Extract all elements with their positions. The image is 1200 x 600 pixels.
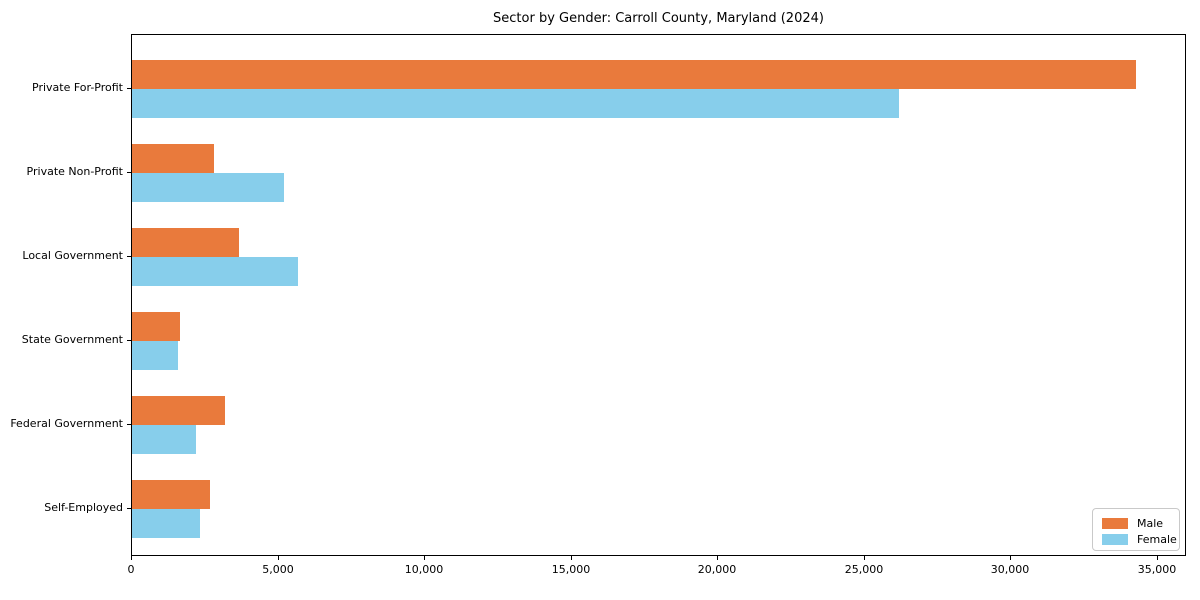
y-tick-mark (127, 172, 131, 173)
bar-male-1 (132, 144, 214, 173)
x-tick-mark (424, 556, 425, 560)
bar-female-4 (132, 425, 196, 454)
x-tick-mark (1010, 556, 1011, 560)
x-tick-mark (278, 556, 279, 560)
bar-female-2 (132, 257, 298, 286)
male-color-swatch (1102, 517, 1128, 529)
x-tick-label: 35,000 (1137, 563, 1177, 576)
x-tick-label: 10,000 (404, 563, 444, 576)
legend-label-male: Male (1137, 516, 1164, 530)
x-tick-label: 20,000 (697, 563, 737, 576)
y-tick-mark (127, 424, 131, 425)
y-tick-mark (127, 88, 131, 89)
x-tick-mark (571, 556, 572, 560)
bar-male-3 (132, 312, 180, 341)
female-color-swatch (1102, 533, 1128, 545)
y-axis-label: Private For-Profit (32, 81, 123, 94)
legend-entry-female: Female (1102, 531, 1179, 547)
x-tick-label: 30,000 (990, 563, 1030, 576)
x-tick-label: 0 (127, 563, 135, 576)
y-tick-mark (127, 508, 131, 509)
x-tick-mark (864, 556, 865, 560)
y-axis-label: State Government (21, 333, 123, 346)
bar-male-4 (132, 396, 225, 425)
legend-entry-male: Male (1102, 515, 1179, 531)
y-tick-mark (127, 340, 131, 341)
x-tick-label: 5,000 (262, 563, 294, 576)
x-tick-label: 25,000 (844, 563, 884, 576)
bar-female-3 (132, 341, 178, 370)
plot-area (131, 34, 1186, 556)
y-axis-label: Private Non-Profit (26, 165, 123, 178)
x-tick-mark (717, 556, 718, 560)
x-tick-mark (131, 556, 132, 560)
bar-male-5 (132, 480, 210, 509)
x-tick-mark (1157, 556, 1158, 560)
bar-female-5 (132, 509, 200, 538)
y-axis-label: Local Government (22, 249, 123, 262)
legend: Male Female (1092, 508, 1180, 551)
bar-male-2 (132, 228, 239, 257)
legend-label-female: Female (1137, 532, 1177, 546)
x-tick-label: 15,000 (551, 563, 591, 576)
y-axis-label: Federal Government (10, 417, 123, 430)
chart-title: Sector by Gender: Carroll County, Maryla… (493, 11, 824, 26)
bar-female-0 (132, 89, 899, 118)
y-tick-mark (127, 256, 131, 257)
bar-male-0 (132, 60, 1136, 89)
y-axis-label: Self-Employed (44, 501, 123, 514)
bar-female-1 (132, 173, 284, 202)
